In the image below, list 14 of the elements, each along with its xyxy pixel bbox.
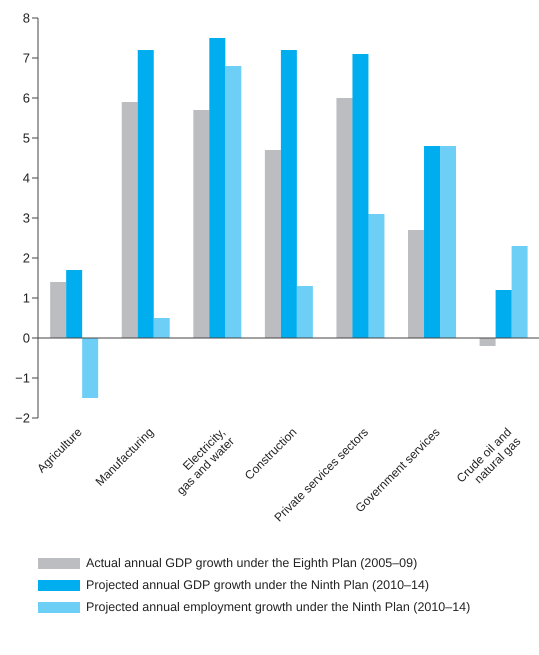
- y-tick-label: 0: [22, 330, 30, 346]
- y-tick-label: 3: [22, 210, 30, 226]
- y-tick-label: 7: [22, 50, 30, 66]
- y-tick-label: −1: [15, 370, 30, 386]
- y-tick-label: 4: [22, 170, 30, 186]
- y-tick-label: 8: [22, 10, 30, 26]
- y-tick-label: −2: [15, 410, 30, 426]
- legend-label: Actual annual GDP growth under the Eighth Plan (2005–09): [86, 556, 418, 570]
- y-tick-label: 2: [22, 250, 30, 266]
- y-tick-label: 6: [22, 90, 30, 106]
- legend-label: Projected annual employment growth under the Ninth Plan (2010–14): [86, 600, 470, 614]
- y-tick-label: 1: [22, 290, 30, 306]
- legend-label: Projected annual GDP growth under the Ninth Plan (2010–14): [86, 578, 430, 592]
- y-tick-label: 5: [22, 130, 30, 146]
